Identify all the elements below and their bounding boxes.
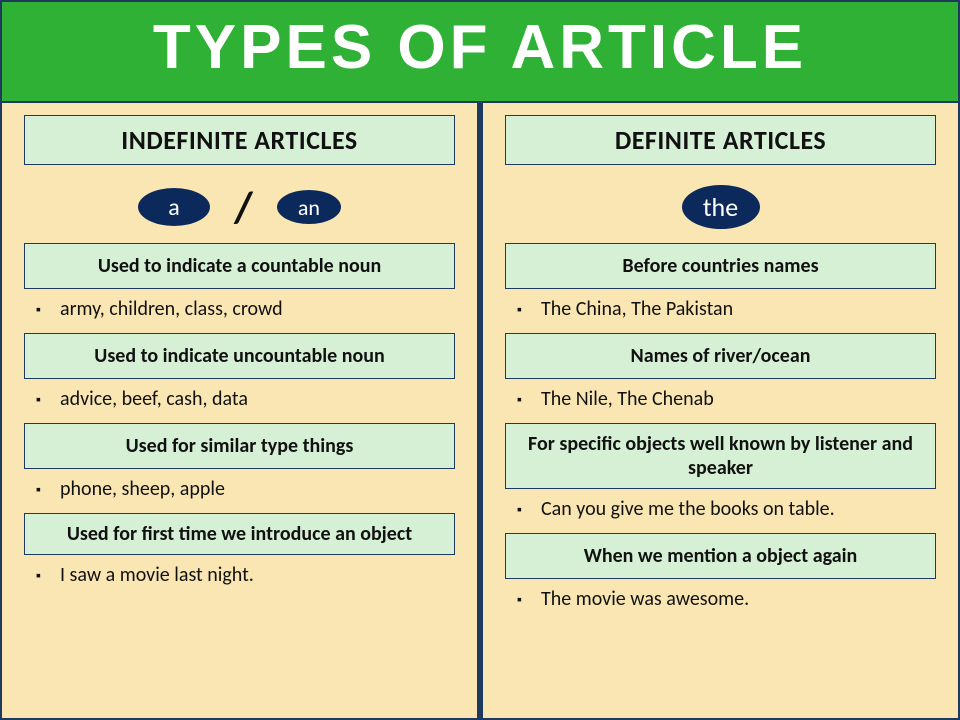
left-rule-1: Used to indicate a countable noun (24, 243, 455, 289)
right-heading: DEFINITE ARTICLES (505, 115, 936, 165)
indefinite-pill-row: a / an (24, 183, 455, 231)
pill-an: an (277, 190, 341, 224)
left-rule-4: Used for first time we introduce an obje… (24, 513, 455, 555)
columns: INDEFINITE ARTICLES a / an Used to indic… (2, 103, 958, 718)
left-example-3: phone, sheep, apple (24, 469, 455, 511)
right-rule-2: Names of river/ocean (505, 333, 936, 379)
pill-a: a (138, 188, 210, 226)
list-item: phone, sheep, apple (60, 477, 455, 501)
left-example-4: I saw a movie last night. (24, 555, 455, 597)
list-item: advice, beef, cash, data (60, 387, 455, 411)
list-item: The movie was awesome. (541, 587, 936, 611)
right-rule-3: For specific objects well known by liste… (505, 423, 936, 489)
left-column: INDEFINITE ARTICLES a / an Used to indic… (2, 103, 477, 718)
slash-divider: / (234, 180, 253, 234)
left-heading: INDEFINITE ARTICLES (24, 115, 455, 165)
list-item: army, children, class, crowd (60, 297, 455, 321)
right-example-3: Can you give me the books on table. (505, 489, 936, 531)
right-column: DEFINITE ARTICLES the Before countries n… (483, 103, 958, 718)
right-example-1: The China, The Pakistan (505, 289, 936, 331)
page-container: TYPES OF ARTICLE INDEFINITE ARTICLES a /… (0, 0, 960, 720)
left-example-2: advice, beef, cash, data (24, 379, 455, 421)
left-rule-3: Used for similar type things (24, 423, 455, 469)
right-example-2: The Nile, The Chenab (505, 379, 936, 421)
right-rule-1: Before countries names (505, 243, 936, 289)
list-item: The Nile, The Chenab (541, 387, 936, 411)
pill-the: the (682, 185, 760, 229)
right-example-4: The movie was awesome. (505, 579, 936, 621)
list-item: I saw a movie last night. (60, 563, 455, 587)
left-example-1: army, children, class, crowd (24, 289, 455, 331)
page-title: TYPES OF ARTICLE (2, 2, 958, 103)
list-item: Can you give me the books on table. (541, 497, 936, 521)
left-rule-2: Used to indicate uncountable noun (24, 333, 455, 379)
list-item: The China, The Pakistan (541, 297, 936, 321)
right-rule-4: When we mention a object again (505, 533, 936, 579)
definite-pill-row: the (505, 183, 936, 231)
